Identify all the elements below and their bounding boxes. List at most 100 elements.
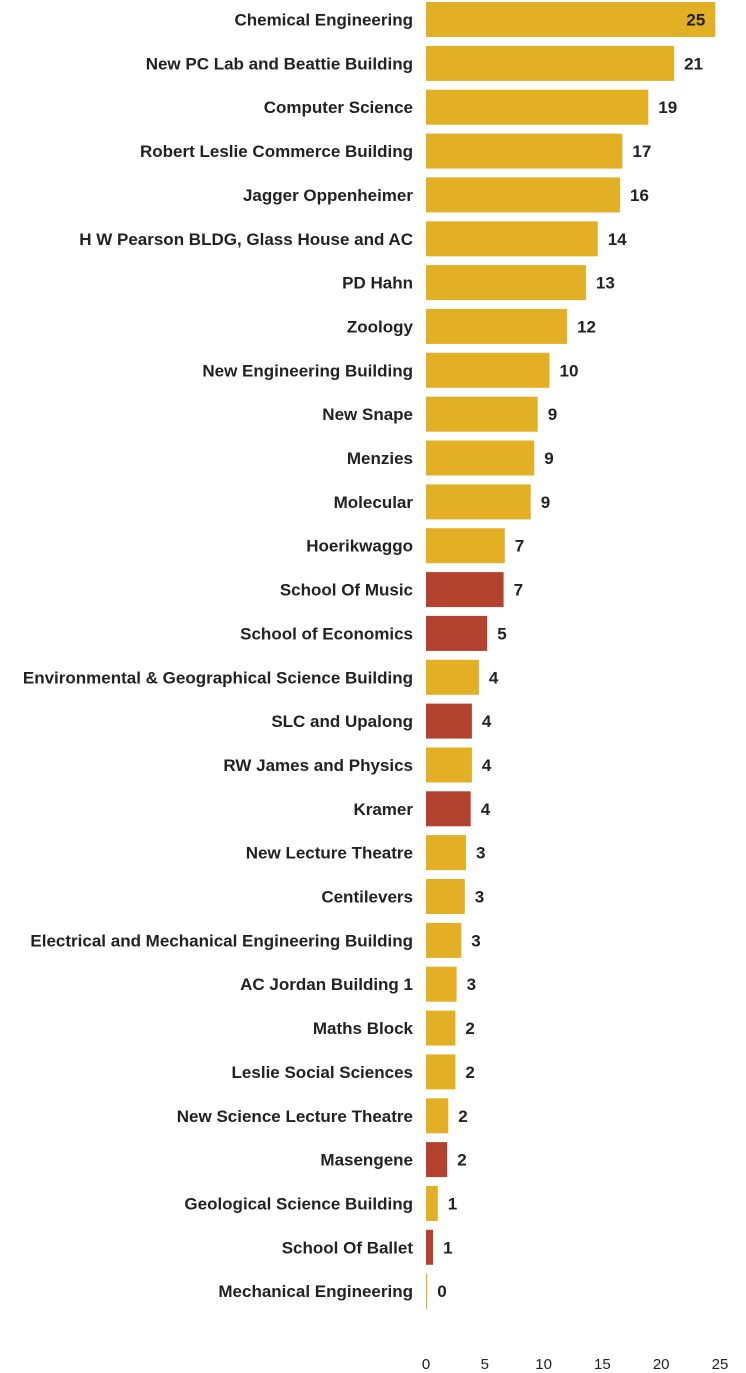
value-label: 4 <box>482 712 492 731</box>
bar <box>426 659 479 695</box>
x-axis: 0 5 10 15 20 25 <box>422 1356 729 1373</box>
bar <box>426 221 598 257</box>
bar <box>426 133 623 169</box>
bar <box>426 1229 434 1265</box>
value-label: 14 <box>608 230 627 249</box>
x-tick-label: 15 <box>594 1356 611 1373</box>
category-label: Geological Science Building <box>184 1195 413 1214</box>
bar <box>426 440 535 476</box>
value-label: 7 <box>515 537 524 556</box>
category-label: New PC Lab and Beattie Building <box>146 54 413 73</box>
category-label: Mechanical Engineering <box>218 1282 413 1301</box>
bar <box>426 879 465 914</box>
bar <box>426 1273 428 1309</box>
value-label: 4 <box>481 800 491 819</box>
value-label: 12 <box>577 317 596 336</box>
bar <box>426 396 538 432</box>
bar <box>426 45 675 81</box>
bar <box>426 835 466 871</box>
bar <box>426 177 620 213</box>
value-label: 16 <box>630 186 649 205</box>
bar <box>426 484 531 520</box>
category-label: Chemical Engineering <box>234 11 413 30</box>
value-label: 19 <box>658 98 677 117</box>
value-label: 2 <box>465 1063 474 1082</box>
x-tick-label: 25 <box>712 1356 729 1373</box>
value-label: 9 <box>544 449 553 468</box>
value-label: 1 <box>448 1195 457 1214</box>
category-label: New Snape <box>322 405 413 424</box>
value-label: 1 <box>443 1238 452 1257</box>
category-labels-group: Chemical Engineering New PC Lab and Beatt… <box>23 11 414 1302</box>
category-label: Computer Science <box>264 98 413 117</box>
category-label: New Lecture Theatre <box>246 844 413 863</box>
category-label: Centilevers <box>321 888 413 907</box>
value-label: 9 <box>541 493 550 512</box>
value-label: 25 <box>686 11 705 30</box>
x-tick-label: 5 <box>481 1356 489 1373</box>
category-label: New Science Lecture Theatre <box>177 1107 413 1126</box>
x-tick-label: 20 <box>653 1356 670 1373</box>
bar <box>426 352 550 388</box>
bar <box>426 615 488 651</box>
value-label: 3 <box>475 888 484 907</box>
value-label: 5 <box>497 624 506 643</box>
category-label: Maths Block <box>313 1019 414 1038</box>
bar <box>426 1142 448 1178</box>
bar <box>426 89 649 125</box>
value-label: 7 <box>514 581 523 600</box>
category-label: Masengene <box>320 1151 413 1170</box>
bars-group <box>426 2 716 1309</box>
bar <box>426 966 457 1002</box>
value-label: 10 <box>560 361 579 380</box>
bar <box>426 2 716 37</box>
value-label: 2 <box>458 1107 467 1126</box>
bar <box>426 1054 456 1090</box>
bar <box>426 1010 456 1046</box>
category-label: Environmental & Geographical Science Bui… <box>23 668 413 687</box>
bar <box>426 747 472 783</box>
x-tick-label: 0 <box>422 1356 430 1373</box>
x-tick-label: 10 <box>535 1356 552 1373</box>
value-label: 3 <box>471 931 480 950</box>
value-label: 9 <box>548 405 557 424</box>
value-label: 2 <box>465 1019 474 1038</box>
category-label: Leslie Social Sciences <box>232 1063 413 1082</box>
category-label: Kramer <box>353 800 413 819</box>
bar <box>426 265 586 301</box>
value-label: 4 <box>489 668 499 687</box>
category-label: Robert Leslie Commerce Building <box>140 142 413 161</box>
bar <box>426 791 471 827</box>
value-label: 13 <box>596 274 615 293</box>
category-label: Jagger Oppenheimer <box>243 186 413 205</box>
category-label: AC Jordan Building 1 <box>240 975 413 994</box>
bar <box>426 922 462 958</box>
value-label: 3 <box>467 975 476 994</box>
category-label: Menzies <box>347 449 413 468</box>
bar <box>426 528 505 564</box>
bar <box>426 572 504 608</box>
category-label: Zoology <box>347 317 414 336</box>
category-label: School of Economics <box>240 624 413 643</box>
category-label: School Of Ballet <box>282 1238 414 1257</box>
category-label: Molecular <box>334 493 414 512</box>
category-label: H W Pearson BLDG, Glass House and AC <box>79 230 413 249</box>
value-label: 21 <box>684 54 703 73</box>
bar <box>426 1186 438 1221</box>
value-label: 0 <box>437 1282 446 1301</box>
category-label: New Engineering Building <box>202 361 413 380</box>
bar <box>426 1098 449 1134</box>
value-label: 3 <box>476 844 485 863</box>
category-label: Electrical and Mechanical Engineering Bu… <box>30 931 413 950</box>
bar <box>426 703 472 739</box>
category-label: PD Hahn <box>342 274 413 293</box>
category-label: RW James and Physics <box>223 756 413 775</box>
category-label: School Of Music <box>280 581 413 600</box>
value-label: 4 <box>482 756 492 775</box>
category-label: SLC and Upalong <box>271 712 413 731</box>
value-label: 17 <box>632 142 651 161</box>
bar <box>426 308 568 344</box>
value-label: 2 <box>457 1151 466 1170</box>
